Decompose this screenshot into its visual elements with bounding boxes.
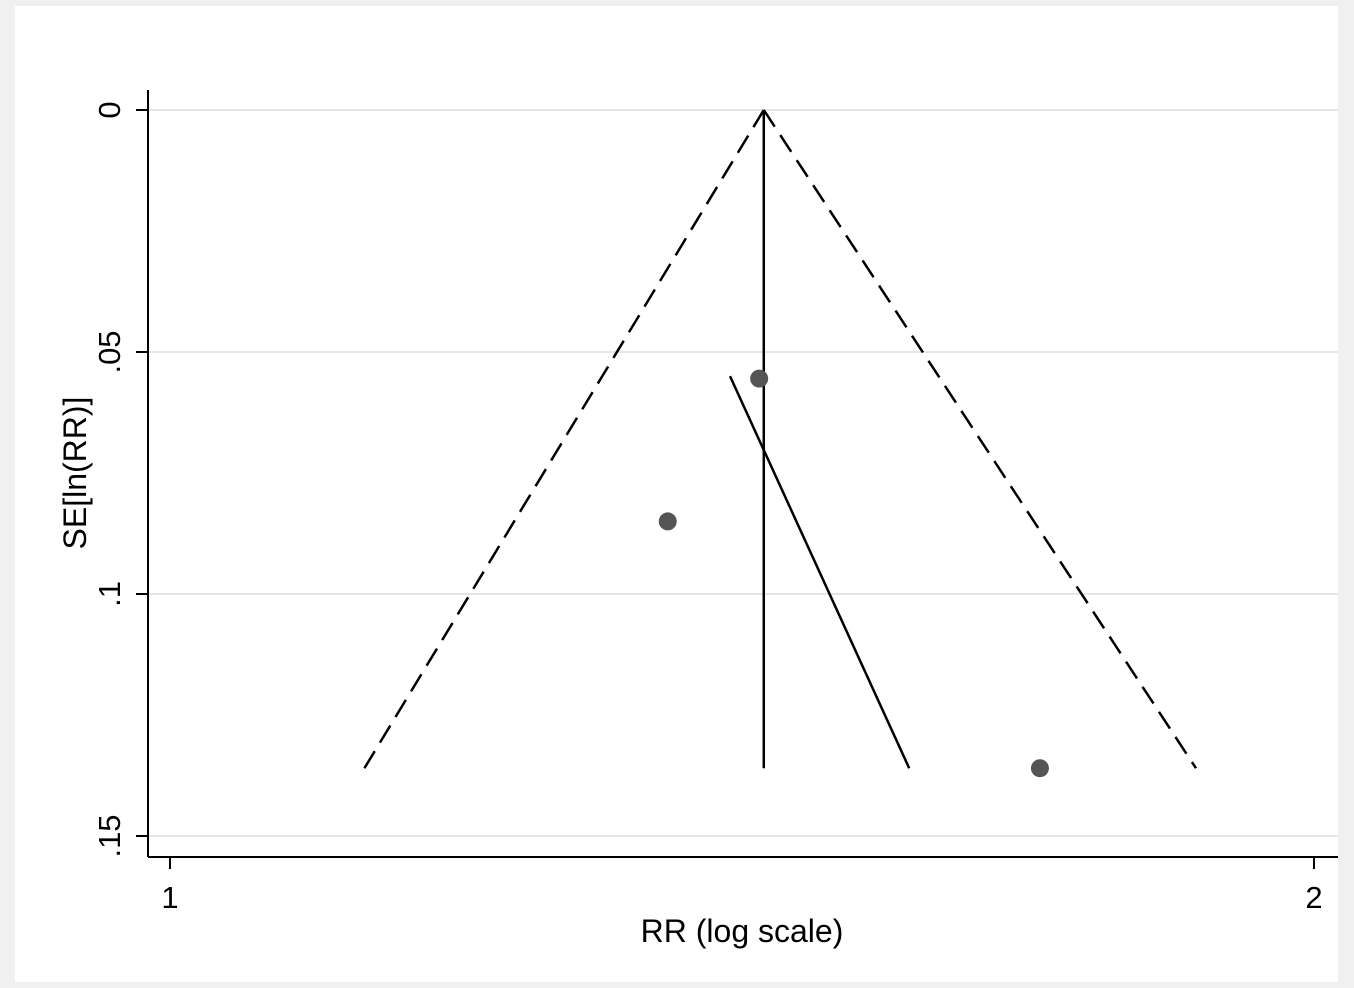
gridlines <box>148 109 1338 837</box>
data-points <box>658 369 1049 778</box>
y-tick-label: .1 <box>92 581 127 607</box>
pseudo-ci-left-line <box>363 109 765 769</box>
x-tick-label: 1 <box>161 880 178 915</box>
pseudo-ci-right-line <box>762 109 1198 769</box>
outer-panel <box>15 6 1338 982</box>
study-point <box>750 369 769 388</box>
regression-line <box>728 375 911 769</box>
y-tick-label: .15 <box>92 814 127 857</box>
y-axis-title: SE[ln(RR)] <box>57 397 93 550</box>
axes: 0 .05 .1 .15 1 2 <box>92 90 1338 915</box>
study-point <box>1030 759 1049 778</box>
study-point <box>658 512 677 531</box>
plot-area <box>363 109 1198 769</box>
x-tick-label: 2 <box>1305 880 1322 915</box>
y-tick-label: 0 <box>92 101 127 118</box>
y-tick-label: .05 <box>92 330 127 373</box>
x-axis-title: RR (log scale) <box>641 913 844 949</box>
